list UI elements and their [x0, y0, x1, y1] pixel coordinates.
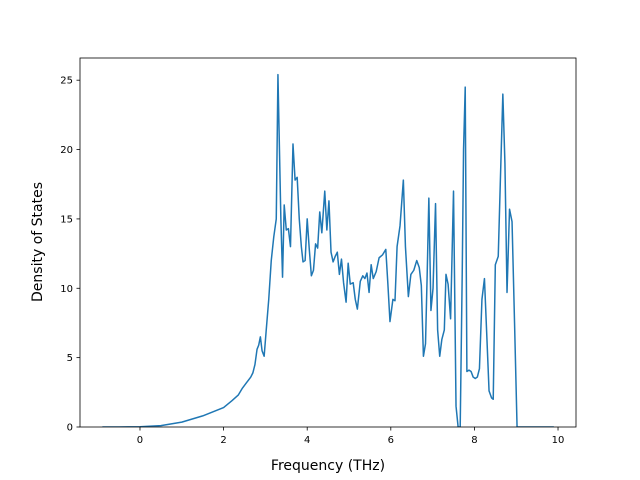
- x-axis-label: Frequency (THz): [271, 458, 385, 474]
- x-tick-label: 10: [552, 435, 565, 446]
- x-tick-label: 2: [220, 435, 226, 446]
- y-tick-label: 5: [67, 353, 73, 364]
- line: [102, 73, 554, 427]
- x-tick-label: 8: [471, 435, 477, 446]
- x-tick-label: 4: [304, 435, 310, 446]
- x-tick-label: 0: [137, 435, 143, 446]
- y-tick-label: 25: [60, 76, 73, 87]
- y-tick-label: 10: [60, 284, 73, 295]
- y-tick-label: 15: [60, 214, 73, 225]
- y-axis-label: Density of States: [30, 182, 46, 302]
- y-tick-label: 0: [67, 423, 73, 434]
- y-tick-label: 20: [60, 145, 73, 156]
- axes-frame: [79, 57, 577, 428]
- x-tick-label: 6: [388, 435, 394, 446]
